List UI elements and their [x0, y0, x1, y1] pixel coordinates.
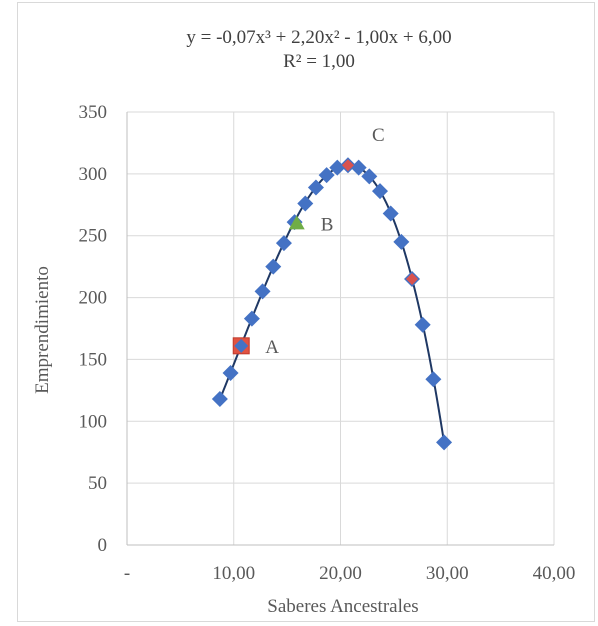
x-tick-label: 40,00: [533, 563, 576, 584]
x-tick-label: 20,00: [319, 563, 362, 584]
data-point: [254, 283, 271, 300]
y-tick-label: 300: [79, 164, 108, 185]
data-point: [265, 258, 282, 275]
y-tick-label: 250: [79, 226, 108, 247]
x-tick-label: -: [124, 563, 130, 584]
x-axis-title: Saberes Ancestrales: [267, 596, 418, 617]
point-c-marker: [341, 159, 354, 172]
point-a-label: A: [265, 337, 279, 358]
y-tick-labels: 0 50 100 150 200 250 300 350: [79, 102, 108, 556]
y-tick-label: 150: [79, 349, 108, 370]
point-c-label: C: [372, 125, 385, 146]
y-tick-label: 200: [79, 288, 108, 309]
highlight-marker: [406, 273, 419, 286]
data-point: [393, 233, 410, 250]
data-point: [371, 183, 388, 200]
data-point: [382, 205, 399, 222]
x-tick-labels: - 10,00 20,00 30,00 40,00: [124, 563, 576, 584]
point-b-label: B: [321, 214, 334, 235]
data-point: [211, 391, 228, 408]
data-point: [243, 310, 260, 327]
data-point: [234, 338, 249, 353]
data-point: [350, 159, 367, 176]
data-point: [318, 167, 335, 184]
highlighted-points: A B C: [232, 125, 419, 358]
data-point: [222, 365, 239, 382]
y-axis-title: Emprendimiento: [32, 266, 53, 394]
axes: [126, 112, 554, 546]
x-tick-label: 30,00: [426, 563, 469, 584]
data-point: [414, 316, 431, 333]
data-point: [307, 179, 324, 196]
data-point: [329, 159, 346, 176]
y-tick-label: 0: [98, 535, 108, 556]
data-point: [361, 168, 378, 185]
data-point: [275, 235, 292, 252]
grid: [127, 111, 555, 545]
data-point: [425, 371, 442, 388]
data-point: [436, 434, 453, 451]
data-point: [297, 195, 314, 212]
chart-frame: [17, 2, 595, 622]
y-tick-label: 50: [88, 473, 107, 494]
trendline-group: [218, 164, 446, 443]
trendline: [218, 164, 446, 443]
point-b-marker: [288, 215, 305, 230]
data-points: [211, 157, 453, 451]
x-tick-label: 10,00: [212, 563, 255, 584]
y-tick-label: 350: [79, 102, 108, 123]
y-tick-label: 100: [79, 411, 108, 432]
trendline-equation: y = -0,07x³ + 2,20x² - 1,00x + 6,00: [186, 27, 451, 48]
trendline-r2: R² = 1,00: [283, 51, 355, 72]
